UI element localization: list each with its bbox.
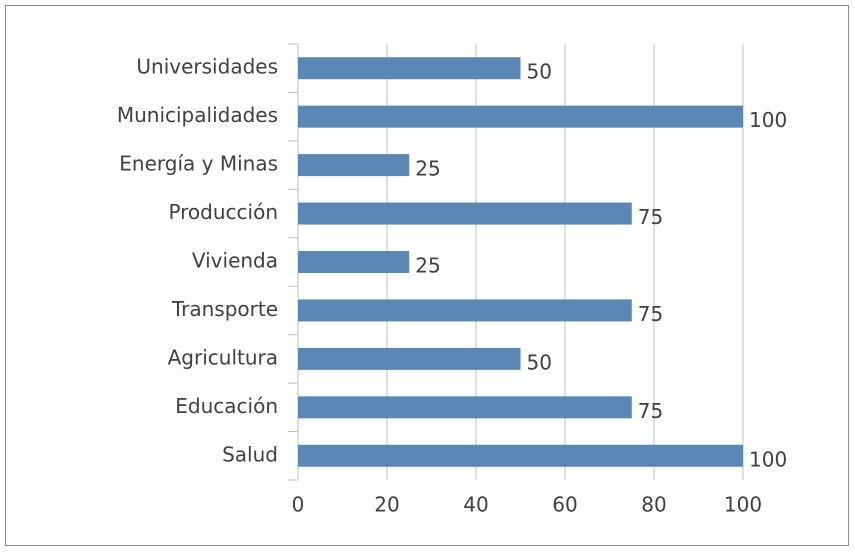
data-label: 25 <box>415 157 440 181</box>
bar <box>298 347 521 370</box>
data-label: 100 <box>749 447 787 471</box>
y-tick-label: Educación <box>175 394 278 418</box>
bar <box>298 105 743 128</box>
data-label: 75 <box>638 205 663 229</box>
bar <box>298 444 743 467</box>
bar <box>298 251 410 273</box>
y-tick-label: Producción <box>168 200 278 224</box>
x-tick-label: 60 <box>552 493 577 517</box>
y-tick-label: Agricultura <box>168 345 278 369</box>
data-label: 75 <box>638 302 663 326</box>
data-label: 50 <box>527 60 552 84</box>
x-tick-label: 20 <box>374 493 399 517</box>
bar <box>298 202 632 225</box>
y-tick-label: Vivienda <box>192 249 278 273</box>
bar <box>298 154 410 177</box>
bar <box>298 299 632 322</box>
data-label: 50 <box>527 350 552 374</box>
y-tick-label: Municipalidades <box>117 103 278 127</box>
y-tick-label: Salud <box>222 442 278 466</box>
bar <box>298 396 632 419</box>
y-tick-label: Universidades <box>136 55 278 79</box>
x-tick-label: 80 <box>641 493 666 517</box>
x-tick-label: 0 <box>292 493 305 517</box>
x-tick-label: 100 <box>724 493 762 517</box>
bar <box>298 57 521 80</box>
data-label: 75 <box>638 399 663 423</box>
data-label: 25 <box>415 254 440 278</box>
x-tick-label: 40 <box>463 493 488 517</box>
data-label: 100 <box>749 108 787 132</box>
y-tick-label: Transporte <box>171 297 278 321</box>
y-tick-label: Energía y Minas <box>119 152 278 176</box>
